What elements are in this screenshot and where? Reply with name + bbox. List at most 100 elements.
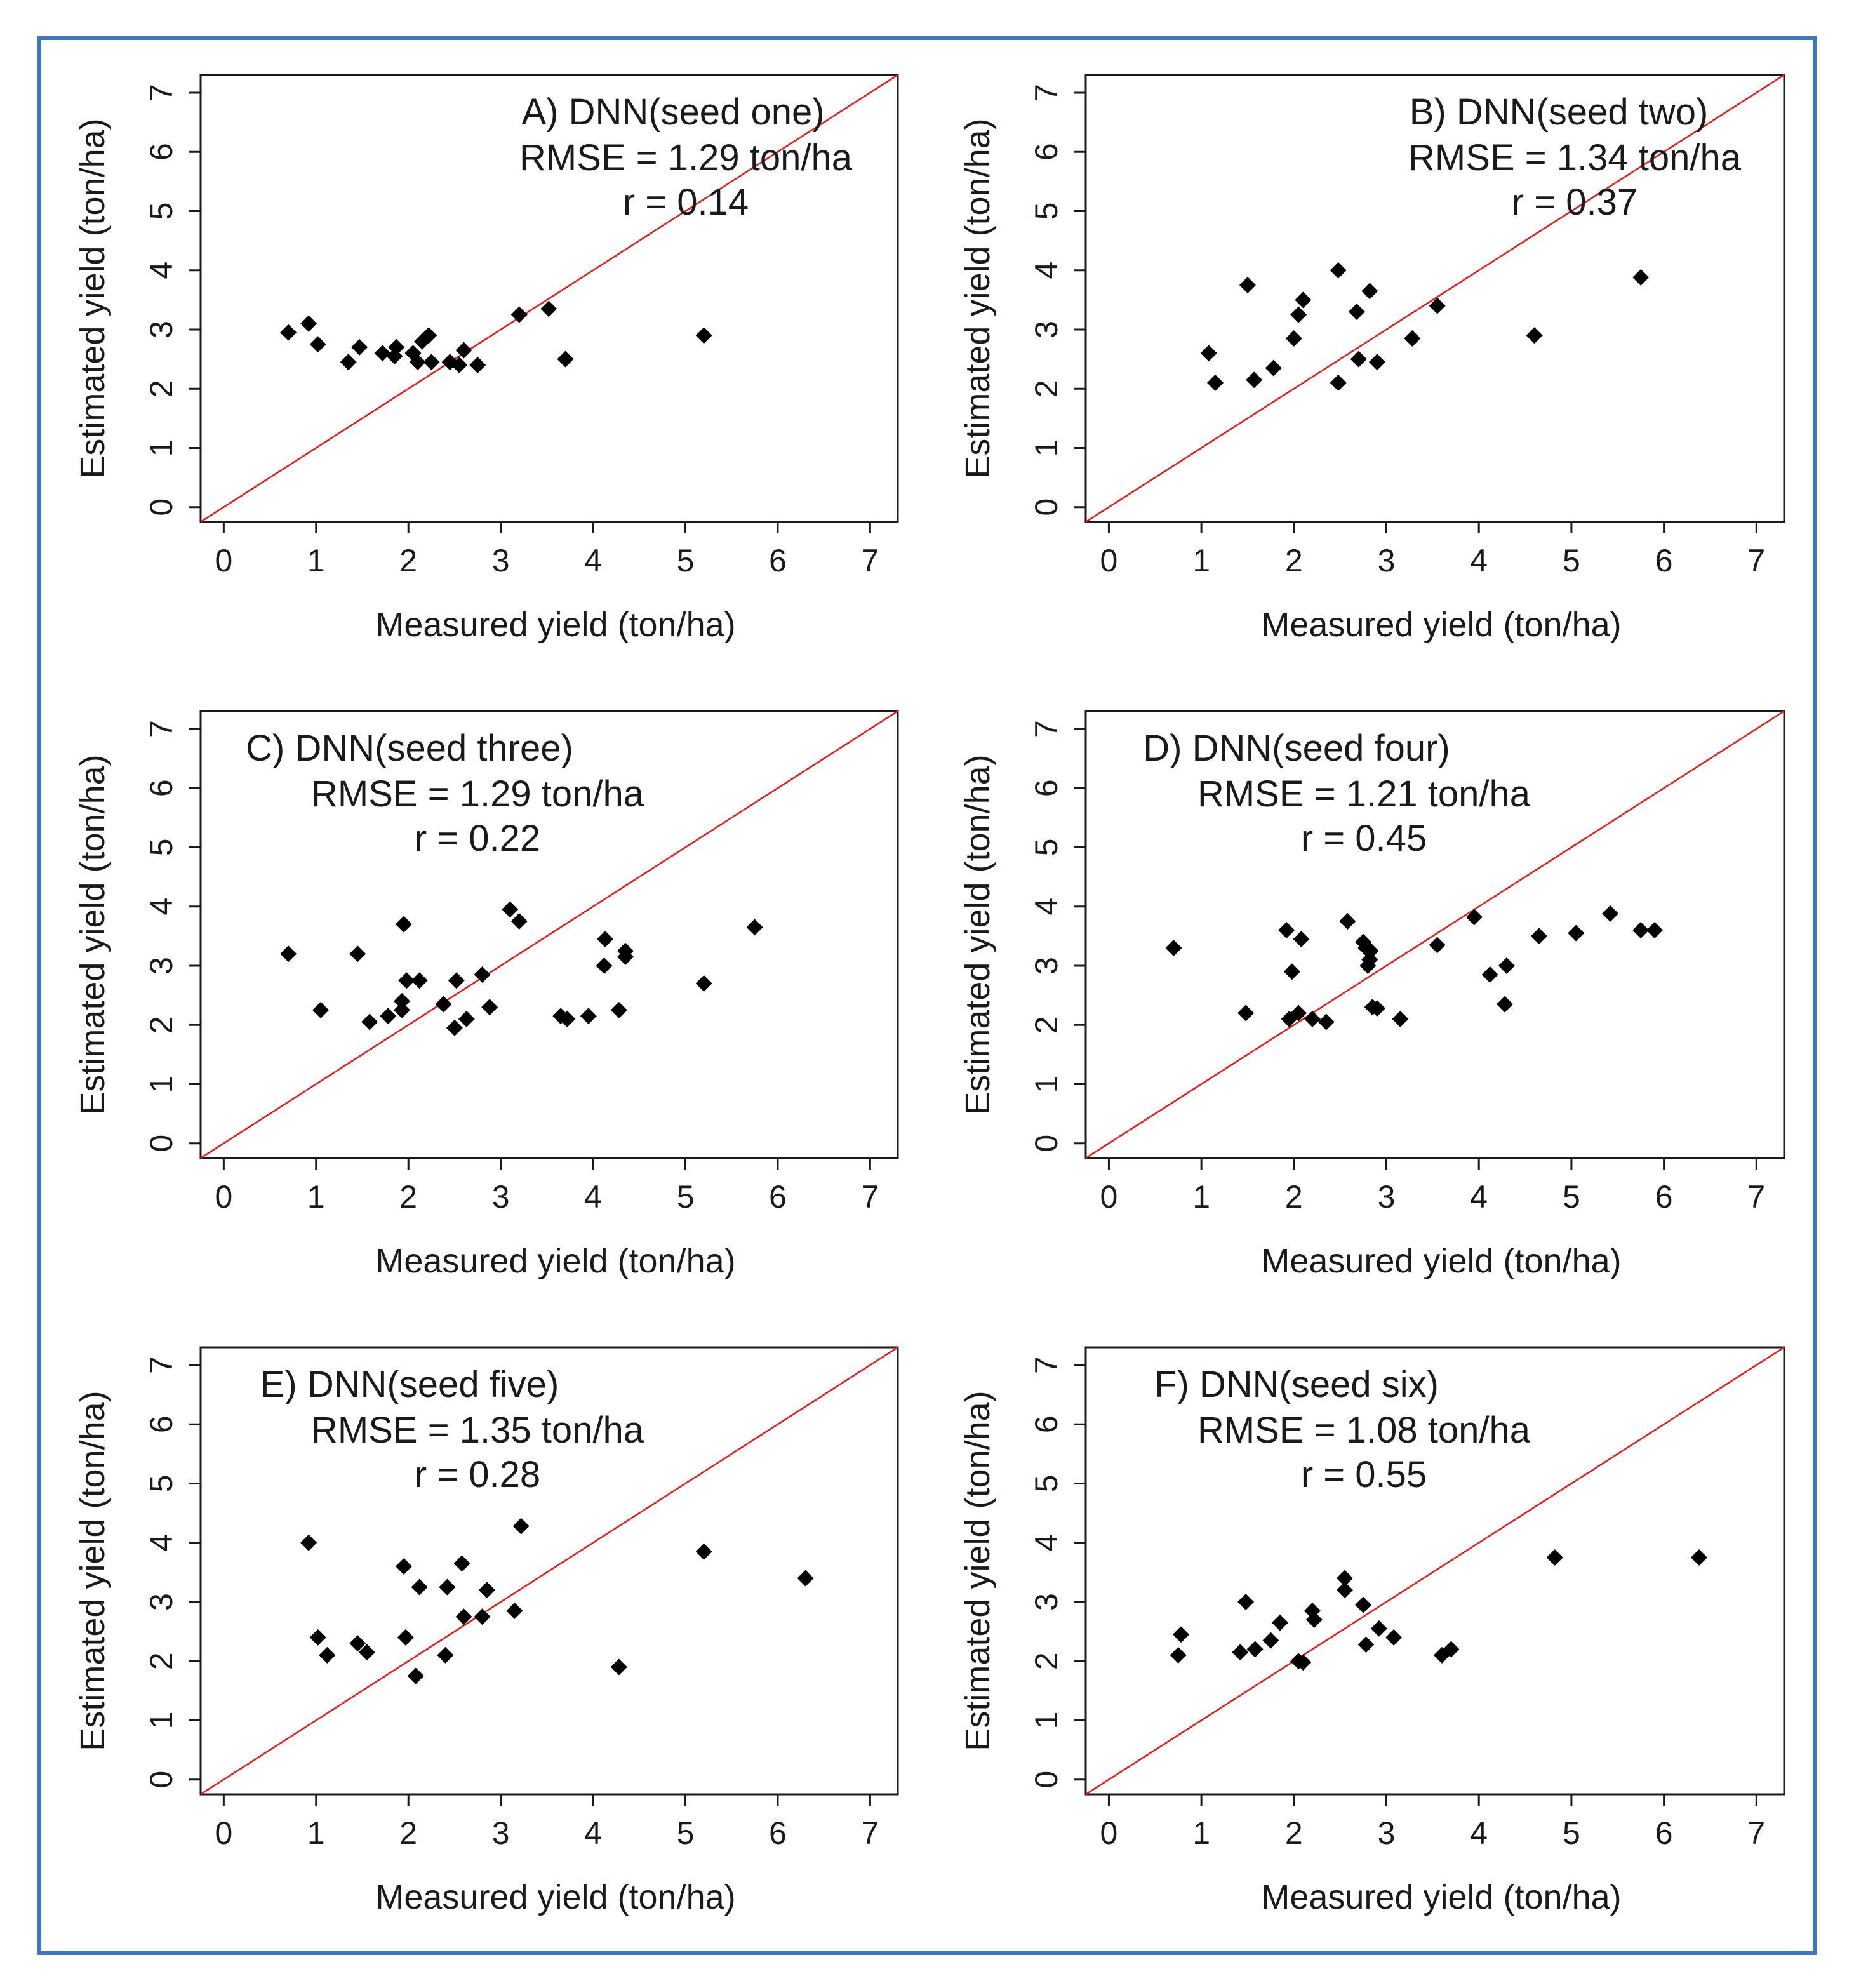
data-points — [280, 901, 763, 1036]
x-tick-label: 4 — [1470, 1179, 1488, 1215]
data-point — [1632, 922, 1650, 939]
y-tick-label: 4 — [143, 1534, 179, 1552]
data-point — [1271, 1614, 1288, 1631]
rmse-annotation: RMSE = 1.35 ton/ha — [311, 1410, 644, 1451]
data-point — [1348, 303, 1365, 320]
x-tick-label: 5 — [677, 1815, 695, 1851]
data-point — [1330, 374, 1347, 391]
data-point — [1290, 306, 1307, 323]
y-tick-label: 3 — [1029, 321, 1064, 338]
x-axis: 0 1 2 3 4 5 6 7 — [1100, 1794, 1765, 1851]
data-point — [617, 948, 634, 965]
data-point — [309, 336, 326, 353]
data-point — [596, 957, 613, 974]
data-point — [695, 975, 712, 992]
data-point — [1368, 1000, 1385, 1017]
y-tick-label: 6 — [1029, 779, 1064, 797]
data-point — [1295, 1654, 1312, 1671]
r-annotation: r = 0.22 — [415, 818, 540, 859]
data-point — [1170, 1646, 1187, 1664]
data-point — [1173, 1626, 1190, 1643]
data-point — [409, 354, 426, 371]
data-point — [1481, 966, 1498, 983]
data-point — [455, 342, 472, 359]
x-tick-label: 5 — [677, 543, 695, 578]
x-tick-label: 0 — [1100, 1179, 1118, 1215]
data-point — [510, 913, 528, 930]
reference-line-1to1 — [1085, 710, 1785, 1159]
data-point — [695, 1543, 712, 1560]
y-tick-label: 1 — [1029, 1712, 1064, 1730]
y-tick-label: 1 — [1029, 439, 1064, 457]
data-point — [340, 354, 357, 371]
r-annotation: r = 0.14 — [623, 182, 749, 223]
y-tick-label: 7 — [143, 84, 179, 102]
x-tick-label: 4 — [584, 1179, 602, 1215]
data-point — [1278, 922, 1295, 939]
x-tick-label: 2 — [399, 1179, 417, 1215]
data-point — [439, 1578, 456, 1596]
x-tick-label: 2 — [1285, 543, 1303, 578]
y-axis: 0 1 2 3 4 5 6 7 — [1029, 720, 1086, 1152]
scatter-panel-3: 0 1 2 3 4 5 6 7 0 1 2 3 4 5 6 7 Measured yield (ton/ha) E… — [74, 710, 899, 1280]
x-tick-label: 1 — [1192, 1179, 1210, 1215]
data-point — [1465, 909, 1483, 926]
y-tick-label: 3 — [1029, 957, 1064, 975]
data-points — [280, 300, 712, 373]
x-tick-label: 1 — [307, 1815, 325, 1851]
data-point — [411, 1578, 428, 1596]
rmse-annotation: RMSE = 1.29 ton/ha — [519, 137, 853, 178]
data-point — [1237, 1593, 1255, 1610]
data-point — [1200, 345, 1217, 362]
panel-title: A) DNN(seed one) — [521, 91, 824, 133]
data-point — [1295, 291, 1312, 309]
data-point — [1165, 939, 1182, 956]
y-tick-label: 0 — [143, 1771, 179, 1789]
data-point — [1368, 354, 1385, 371]
data-point — [420, 327, 437, 344]
scatter-panel-5: 0 1 2 3 4 5 6 7 0 1 2 3 4 5 6 7 Measured yield (ton/ha) E… — [74, 1346, 899, 1916]
data-point — [559, 1010, 576, 1027]
rmse-annotation: RMSE = 1.08 ton/ha — [1197, 1410, 1531, 1451]
data-point — [474, 1608, 491, 1625]
data-point — [312, 1001, 330, 1018]
y-tick-label: 6 — [143, 1415, 179, 1433]
data-point — [797, 1570, 814, 1587]
r-annotation: r = 0.55 — [1301, 1454, 1427, 1495]
y-tick-label: 7 — [1029, 84, 1064, 102]
data-point — [394, 1001, 411, 1018]
y-tick-label: 4 — [1029, 898, 1064, 916]
x-tick-label: 5 — [1563, 543, 1580, 578]
y-tick-label: 0 — [1029, 1135, 1064, 1152]
x-tick-label: 0 — [215, 543, 232, 578]
y-axis: 0 1 2 3 4 5 6 7 — [1029, 84, 1086, 516]
data-point — [610, 1001, 627, 1018]
x-axis: 0 1 2 3 4 5 6 7 — [1100, 522, 1765, 578]
data-point — [506, 1602, 523, 1619]
y-tick-label: 3 — [143, 321, 179, 338]
x-axis-label: Measured yield (ton/ha) — [375, 1242, 735, 1280]
x-tick-label: 2 — [1285, 1179, 1303, 1215]
data-point — [1304, 1010, 1321, 1027]
data-point — [474, 966, 491, 983]
data-points — [1200, 262, 1650, 391]
panel-title: E) DNN(seed five) — [260, 1364, 559, 1405]
r-annotation: r = 0.37 — [1512, 182, 1637, 223]
data-point — [1350, 350, 1367, 368]
x-tick-label: 1 — [307, 1179, 325, 1215]
data-point — [1293, 930, 1310, 947]
y-tick-label: 0 — [143, 1135, 179, 1152]
data-points — [1165, 905, 1664, 1031]
x-axis: 0 1 2 3 4 5 6 7 — [215, 1794, 879, 1851]
plot-area — [199, 710, 899, 1159]
data-point — [1265, 359, 1282, 377]
y-tick-label: 1 — [143, 1712, 179, 1730]
data-point — [1361, 283, 1378, 300]
x-axis: 0 1 2 3 4 5 6 7 — [215, 522, 879, 578]
data-point — [423, 354, 440, 371]
figure-frame — [37, 36, 1817, 1955]
panel-title: B) DNN(seed two) — [1410, 91, 1709, 133]
y-axis: 0 1 2 3 4 5 6 7 — [143, 720, 201, 1152]
y-tick-label: 7 — [1029, 1356, 1064, 1374]
x-axis-label: Measured yield (ton/ha) — [1261, 1878, 1621, 1916]
